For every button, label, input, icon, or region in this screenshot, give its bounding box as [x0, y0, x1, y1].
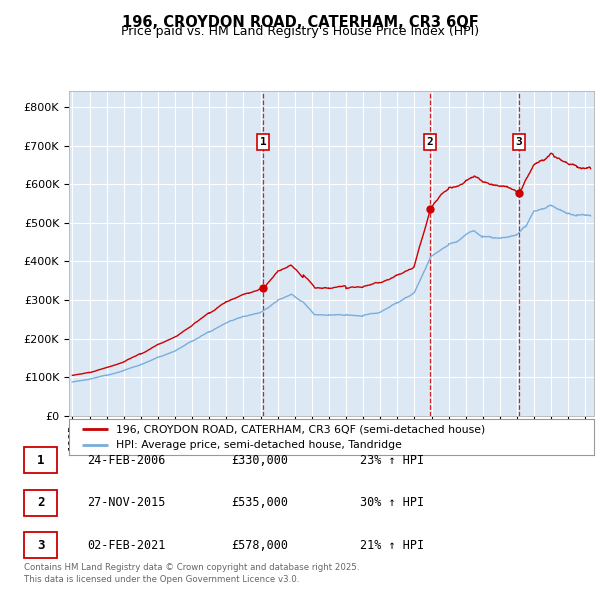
Text: 27-NOV-2015: 27-NOV-2015 [87, 496, 166, 509]
Text: 02-FEB-2021: 02-FEB-2021 [87, 539, 166, 552]
Text: 3: 3 [37, 539, 44, 552]
Text: 1: 1 [260, 137, 266, 147]
Text: 2: 2 [427, 137, 433, 147]
Text: 23% ↑ HPI: 23% ↑ HPI [360, 454, 424, 467]
Text: 30% ↑ HPI: 30% ↑ HPI [360, 496, 424, 509]
Text: HPI: Average price, semi-detached house, Tandridge: HPI: Average price, semi-detached house,… [116, 440, 402, 450]
Text: 3: 3 [515, 137, 522, 147]
Text: 21% ↑ HPI: 21% ↑ HPI [360, 539, 424, 552]
Text: 2: 2 [37, 496, 44, 509]
Text: Contains HM Land Registry data © Crown copyright and database right 2025.: Contains HM Land Registry data © Crown c… [24, 563, 359, 572]
Text: £535,000: £535,000 [231, 496, 288, 509]
Text: £330,000: £330,000 [231, 454, 288, 467]
Text: Price paid vs. HM Land Registry's House Price Index (HPI): Price paid vs. HM Land Registry's House … [121, 25, 479, 38]
Text: £578,000: £578,000 [231, 539, 288, 552]
Text: 196, CROYDON ROAD, CATERHAM, CR3 6QF (semi-detached house): 196, CROYDON ROAD, CATERHAM, CR3 6QF (se… [116, 424, 485, 434]
Text: 196, CROYDON ROAD, CATERHAM, CR3 6QF: 196, CROYDON ROAD, CATERHAM, CR3 6QF [122, 15, 478, 30]
Text: 24-FEB-2006: 24-FEB-2006 [87, 454, 166, 467]
Text: This data is licensed under the Open Government Licence v3.0.: This data is licensed under the Open Gov… [24, 575, 299, 584]
Text: 1: 1 [37, 454, 44, 467]
